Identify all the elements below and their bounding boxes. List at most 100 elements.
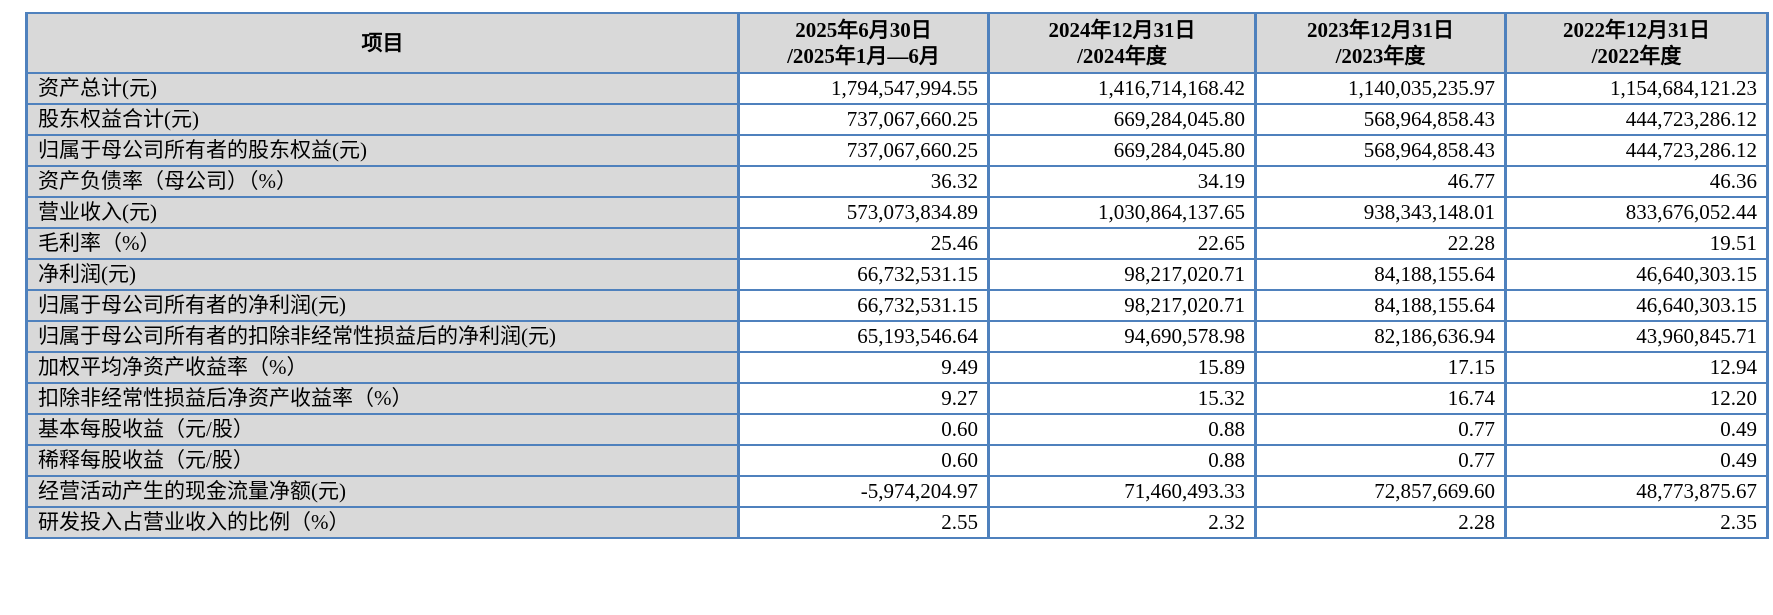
value-cell: 568,964,858.43 xyxy=(1254,103,1507,136)
table-row: 归属于母公司所有者的股东权益(元) 737,067,660.25 669,284,0… xyxy=(25,134,1769,167)
table-row: 股东权益合计(元) 737,067,660.25 669,284,045.80 568… xyxy=(25,103,1769,136)
table-row: 加权平均净资产收益率（%） 9.49 15.89 17.15 12.94 xyxy=(25,351,1769,384)
financial-summary-table: 项目 2025年6月30日 /2025年1月—6月 2024年12月31日 /2… xyxy=(25,12,1769,539)
value-cell: 1,140,035,235.97 xyxy=(1254,72,1507,105)
column-header-date: 2025年6月30日 xyxy=(795,18,932,42)
column-header-2025: 2025年6月30日 /2025年1月—6月 xyxy=(737,12,990,74)
document-page: 项目 2025年6月30日 /2025年1月—6月 2024年12月31日 /2… xyxy=(25,12,1769,539)
value-cell: 0.88 xyxy=(987,444,1257,477)
value-cell: 34.19 xyxy=(987,165,1257,198)
value-cell: 568,964,858.43 xyxy=(1254,134,1507,167)
table-row: 净利润(元) 66,732,531.15 98,217,020.71 84,188,1… xyxy=(25,258,1769,291)
value-cell: 19.51 xyxy=(1504,227,1769,260)
value-cell: 573,073,834.89 xyxy=(737,196,990,229)
value-cell: 2.35 xyxy=(1504,506,1769,539)
column-header-period: /2023年度 xyxy=(1335,44,1426,68)
value-cell: 2.28 xyxy=(1254,506,1507,539)
column-header-period: /2024年度 xyxy=(1077,44,1167,68)
value-cell: 72,857,669.60 xyxy=(1254,475,1507,508)
value-cell: 82,186,636.94 xyxy=(1254,320,1507,353)
value-cell: 22.28 xyxy=(1254,227,1507,260)
table-row: 稀释每股收益（元/股） 0.60 0.88 0.77 0.49 xyxy=(25,444,1769,477)
value-cell: 15.32 xyxy=(987,382,1257,415)
table-row: 研发投入占营业收入的比例（%） 2.55 2.32 2.28 2.35 xyxy=(25,506,1769,539)
value-cell: 9.49 xyxy=(737,351,990,384)
value-cell: 12.20 xyxy=(1504,382,1769,415)
row-label: 毛利率（%） xyxy=(25,227,740,260)
table-row: 归属于母公司所有者的扣除非经常性损益后的净利润(元) 65,193,546.64 9… xyxy=(25,320,1769,353)
value-cell: 25.46 xyxy=(737,227,990,260)
value-cell: 16.74 xyxy=(1254,382,1507,415)
table-row: 经营活动产生的现金流量净额(元) -5,974,204.97 71,460,493.… xyxy=(25,475,1769,508)
row-label: 归属于母公司所有者的扣除非经常性损益后的净利润(元) xyxy=(25,320,740,353)
value-cell: 48,773,875.67 xyxy=(1504,475,1769,508)
value-cell: 2.55 xyxy=(737,506,990,539)
value-cell: 46,640,303.15 xyxy=(1504,289,1769,322)
row-label: 股东权益合计(元) xyxy=(25,103,740,136)
value-cell: 444,723,286.12 xyxy=(1504,103,1769,136)
value-cell: 15.89 xyxy=(987,351,1257,384)
value-cell: 98,217,020.71 xyxy=(987,258,1257,291)
row-label: 归属于母公司所有者的股东权益(元) xyxy=(25,134,740,167)
column-header-period: /2025年1月—6月 xyxy=(787,44,940,68)
value-cell: 737,067,660.25 xyxy=(737,103,990,136)
row-label: 归属于母公司所有者的净利润(元) xyxy=(25,289,740,322)
table-row: 归属于母公司所有者的净利润(元) 66,732,531.15 98,217,020.… xyxy=(25,289,1769,322)
column-header-date: 2022年12月31日 xyxy=(1563,18,1710,42)
value-cell: 669,284,045.80 xyxy=(987,134,1257,167)
row-label: 稀释每股收益（元/股） xyxy=(25,444,740,477)
value-cell: 669,284,045.80 xyxy=(987,103,1257,136)
value-cell: 9.27 xyxy=(737,382,990,415)
value-cell: 22.65 xyxy=(987,227,1257,260)
value-cell: 0.49 xyxy=(1504,413,1769,446)
table-row: 资产负债率（母公司）（%） 36.32 34.19 46.77 46.36 xyxy=(25,165,1769,198)
item-column-header: 项目 xyxy=(25,12,740,74)
value-cell: 938,343,148.01 xyxy=(1254,196,1507,229)
value-cell: 17.15 xyxy=(1254,351,1507,384)
value-cell: 46.36 xyxy=(1504,165,1769,198)
value-cell: 94,690,578.98 xyxy=(987,320,1257,353)
value-cell: 71,460,493.33 xyxy=(987,475,1257,508)
header-row: 项目 2025年6月30日 /2025年1月—6月 2024年12月31日 /2… xyxy=(25,12,1769,74)
column-header-2024: 2024年12月31日 /2024年度 xyxy=(987,12,1257,74)
value-cell: 66,732,531.15 xyxy=(737,289,990,322)
value-cell: 84,188,155.64 xyxy=(1254,258,1507,291)
value-cell: 833,676,052.44 xyxy=(1504,196,1769,229)
row-label: 资产总计(元) xyxy=(25,72,740,105)
row-label: 营业收入(元) xyxy=(25,196,740,229)
value-cell: 98,217,020.71 xyxy=(987,289,1257,322)
value-cell: 65,193,546.64 xyxy=(737,320,990,353)
column-header-period: /2022年度 xyxy=(1591,44,1682,68)
value-cell: 2.32 xyxy=(987,506,1257,539)
column-header-2023: 2023年12月31日 /2023年度 xyxy=(1254,12,1507,74)
row-label: 经营活动产生的现金流量净额(元) xyxy=(25,475,740,508)
table-row: 基本每股收益（元/股） 0.60 0.88 0.77 0.49 xyxy=(25,413,1769,446)
value-cell: 0.77 xyxy=(1254,413,1507,446)
row-label: 净利润(元) xyxy=(25,258,740,291)
value-cell: 0.77 xyxy=(1254,444,1507,477)
table-row: 扣除非经常性损益后净资产收益率（%） 9.27 15.32 16.74 12.20 xyxy=(25,382,1769,415)
value-cell: 0.49 xyxy=(1504,444,1769,477)
value-cell: 84,188,155.64 xyxy=(1254,289,1507,322)
value-cell: 1,154,684,121.23 xyxy=(1504,72,1769,105)
value-cell: 66,732,531.15 xyxy=(737,258,990,291)
value-cell: 0.88 xyxy=(987,413,1257,446)
table-row: 营业收入(元) 573,073,834.89 1,030,864,137.65 938… xyxy=(25,196,1769,229)
value-cell: 46.77 xyxy=(1254,165,1507,198)
row-label: 资产负债率（母公司）（%） xyxy=(25,165,740,198)
value-cell: 444,723,286.12 xyxy=(1504,134,1769,167)
column-header-2022: 2022年12月31日 /2022年度 xyxy=(1504,12,1769,74)
table-row: 资产总计(元) 1,794,547,994.55 1,416,714,168.42 1… xyxy=(25,72,1769,105)
value-cell: 46,640,303.15 xyxy=(1504,258,1769,291)
column-header-date: 2023年12月31日 xyxy=(1307,18,1454,42)
row-label: 扣除非经常性损益后净资产收益率（%） xyxy=(25,382,740,415)
row-label: 研发投入占营业收入的比例（%） xyxy=(25,506,740,539)
value-cell: 0.60 xyxy=(737,444,990,477)
value-cell: 1,030,864,137.65 xyxy=(987,196,1257,229)
value-cell: 43,960,845.71 xyxy=(1504,320,1769,353)
row-label: 加权平均净资产收益率（%） xyxy=(25,351,740,384)
value-cell: 0.60 xyxy=(737,413,990,446)
value-cell: 1,416,714,168.42 xyxy=(987,72,1257,105)
value-cell: 737,067,660.25 xyxy=(737,134,990,167)
table-row: 毛利率（%） 25.46 22.65 22.28 19.51 xyxy=(25,227,1769,260)
